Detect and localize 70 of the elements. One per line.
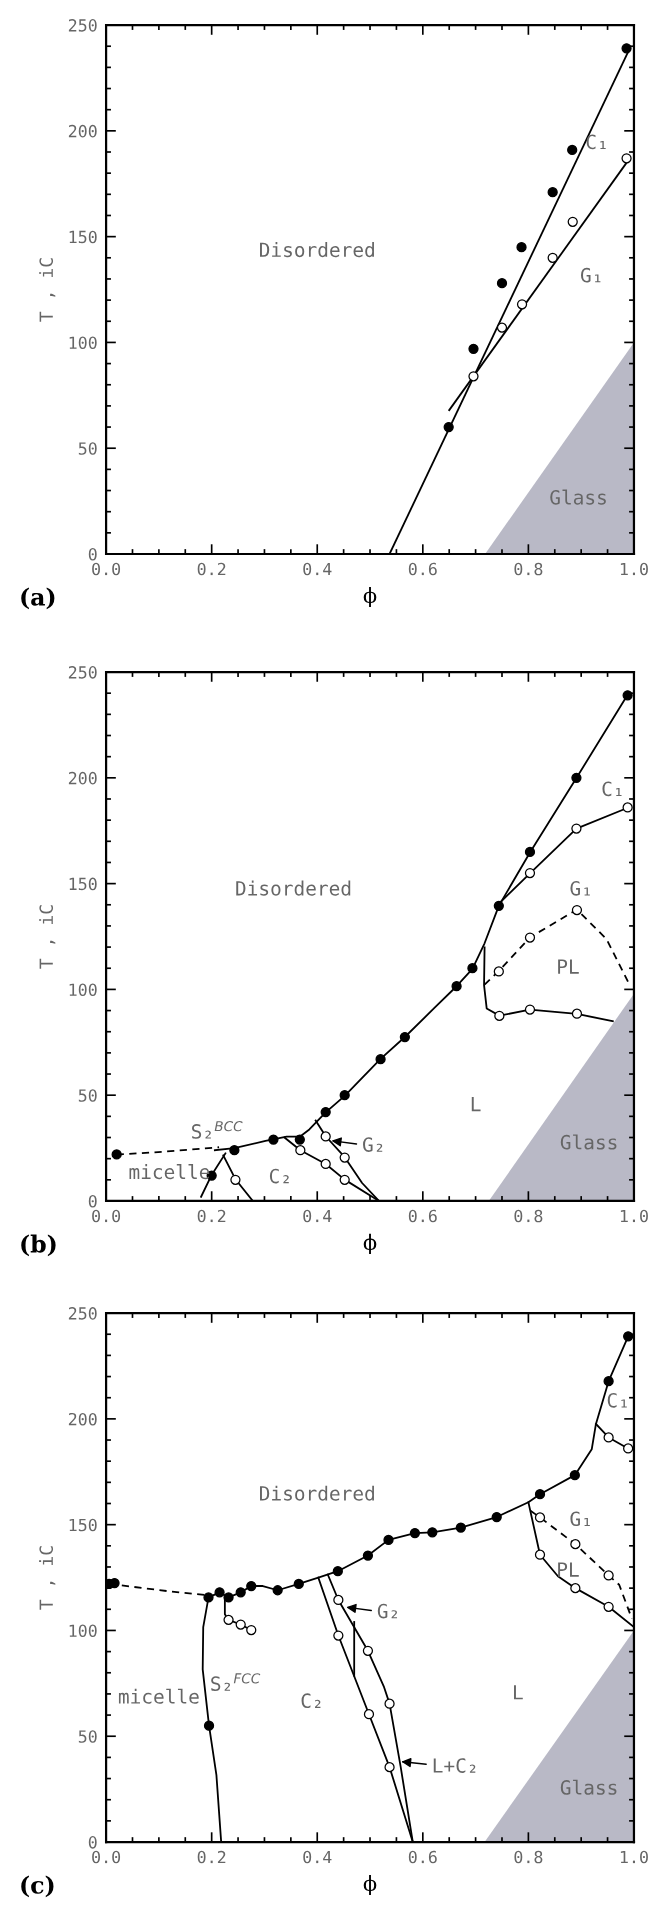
y-tick-label: 100 (69, 1624, 97, 1638)
y-tick-label: 150 (69, 877, 97, 891)
x-tick-label: 0.6 (408, 1850, 437, 1864)
annotation: L+C₂ (433, 1758, 476, 1773)
y-tick-label: 250 (68, 19, 97, 32)
x-tick-label: 0.2 (197, 562, 226, 576)
y-tick-label: 50 (78, 442, 97, 455)
x-tick-label: 1.0 (620, 1850, 648, 1864)
annotation: micelle (118, 1688, 199, 1704)
annotation: G₂ (363, 1137, 383, 1152)
x-tick-label: 0.4 (303, 1850, 332, 1864)
annotation: G₁ (570, 1511, 590, 1527)
y-tick-label: 200 (68, 771, 97, 785)
x-tick-label: 1.0 (620, 562, 648, 576)
y-axis-title: T , iC (39, 258, 56, 322)
y-axis-title: T , iC (39, 1546, 56, 1610)
annotation: C₁ (586, 134, 606, 150)
x-axis-title: ϕ (363, 586, 377, 608)
x-tick-label: 0.6 (408, 562, 437, 576)
x-tick-label: 0.2 (197, 1850, 226, 1864)
annotation: Disordered (236, 880, 351, 896)
x-axis-title: ϕ (363, 1233, 377, 1255)
y-tick-label: 250 (68, 666, 97, 679)
annotation: C₁ (607, 1392, 627, 1408)
annotation: S₂$^{FCC}$ (211, 1673, 261, 1691)
y-tick-label: 0 (88, 1194, 97, 1208)
y-tick-label: 100 (69, 336, 97, 350)
text: (b) (21, 1234, 56, 1257)
annotation: Disordered (260, 242, 374, 258)
y-tick-label: 50 (78, 1089, 97, 1102)
y-tick-label: 150 (69, 1518, 97, 1532)
annotation: S₂$^{BCC}$ (192, 1121, 243, 1139)
annotation: L (471, 1097, 481, 1112)
x-tick-label: 0.4 (303, 562, 332, 576)
y-tick-label: 0 (88, 1836, 97, 1849)
annotation: PL (558, 959, 579, 974)
x-tick-label: 0.0 (92, 562, 121, 576)
annotation: PL (558, 1562, 579, 1577)
y-tick-label: 200 (68, 1412, 97, 1426)
y-tick-label: 200 (68, 124, 97, 138)
annotation: C₂ (301, 1693, 321, 1709)
y-tick-label: 50 (78, 1730, 97, 1743)
annotation: micelle (129, 1164, 210, 1180)
annotation: Glass (550, 489, 606, 505)
x-tick-label: 0.0 (92, 1850, 121, 1864)
y-tick-label: 150 (69, 230, 97, 244)
x-tick-label: 0.6 (408, 1209, 437, 1223)
x-axis-title: ϕ (363, 1874, 377, 1896)
annotation: L (514, 1685, 523, 1700)
y-tick-label: 100 (69, 983, 97, 997)
x-tick-label: 0.4 (303, 1209, 332, 1223)
y-tick-label: 250 (68, 1307, 97, 1320)
x-tick-label: 1.0 (620, 1209, 648, 1223)
annotation: C₂ (269, 1168, 289, 1184)
annotation: G₁ (570, 880, 590, 896)
text: (a) (21, 587, 55, 610)
x-tick-label: 0.2 (197, 1209, 226, 1223)
x-tick-label: 0.0 (92, 1209, 121, 1223)
annotation: C₁ (602, 781, 622, 797)
annotation: Disordered (260, 1485, 374, 1501)
x-tick-label: 0.8 (514, 562, 543, 576)
annotation: G₂ (377, 1603, 398, 1619)
annotation: Glass (560, 1134, 617, 1150)
x-tick-label: 0.8 (514, 1850, 543, 1864)
annotation: Glass (560, 1779, 617, 1795)
text: (c) (21, 1875, 54, 1898)
x-tick-label: 0.8 (514, 1209, 543, 1223)
annotation: G₁ (580, 267, 601, 283)
y-tick-label: 0 (88, 548, 97, 561)
y-axis-title: T , iC (39, 905, 56, 969)
